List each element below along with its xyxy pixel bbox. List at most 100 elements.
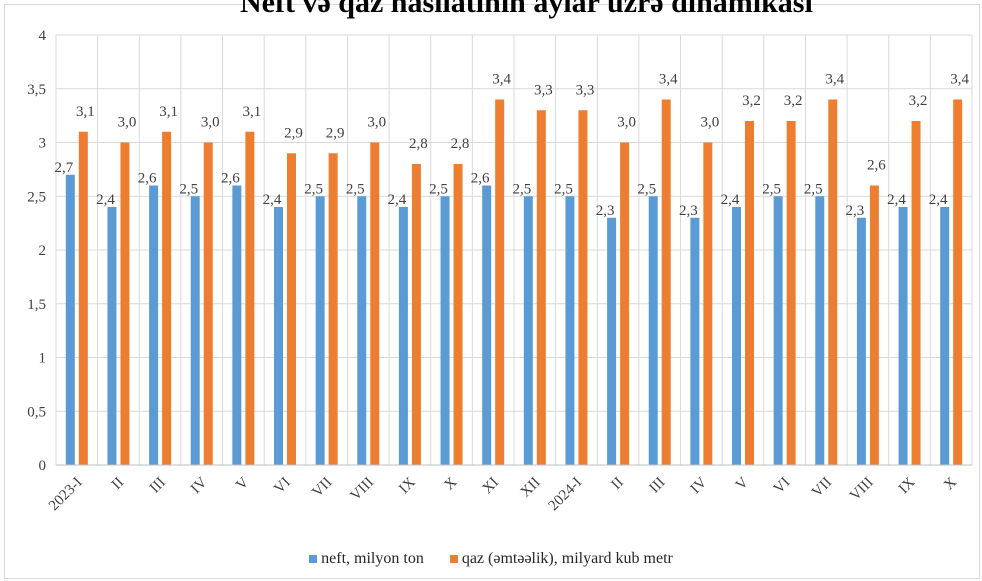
bar-neft (107, 207, 117, 465)
data-label-neft: 2,4 (263, 192, 282, 208)
x-tick-label: II (609, 475, 627, 493)
chart-title: Neft və qaz hasilatının aylar üzrə dinam… (240, 0, 813, 19)
data-label-qaz: 3,0 (118, 115, 137, 131)
data-label-qaz: 3,0 (617, 115, 636, 131)
y-tick-label: 1 (39, 351, 47, 367)
y-tick-label: 4 (39, 28, 47, 44)
data-label-qaz: 3,1 (76, 104, 95, 120)
x-tick-label: XII (518, 475, 544, 501)
x-tick-label: VIII (348, 475, 378, 505)
bar-qaz (370, 142, 380, 465)
data-label-qaz: 3,2 (742, 93, 761, 109)
legend-item-qaz: qaz (əmtəəlik), milyard kub metr (449, 550, 673, 568)
x-tick-label: IX (396, 474, 419, 497)
bar-neft (274, 207, 283, 465)
data-label-neft: 2,5 (346, 181, 365, 197)
y-tick-label: 1,5 (27, 297, 46, 313)
bar-qaz (828, 99, 838, 465)
legend-swatch-neft (309, 555, 318, 563)
data-label-qaz: 3,0 (700, 115, 719, 131)
data-label-neft: 2,6 (221, 171, 240, 187)
bar-qaz (661, 99, 671, 465)
data-label-qaz: 3,3 (576, 82, 595, 98)
bar-qaz (287, 153, 296, 465)
x-tick-label: X (941, 474, 960, 493)
data-label-neft: 2,3 (596, 203, 615, 219)
bar-qaz (411, 164, 421, 465)
data-label-neft: 2,7 (54, 160, 73, 176)
bar-neft (773, 196, 783, 465)
data-label-neft: 2,6 (471, 171, 490, 187)
data-label-neft: 2,4 (96, 192, 115, 208)
data-label-qaz: 2,8 (409, 136, 428, 152)
data-label-neft: 2,5 (762, 181, 781, 197)
bar-qaz (953, 99, 963, 465)
data-label-qaz: 3,4 (825, 72, 844, 88)
y-tick-label: 0 (39, 458, 47, 474)
data-label-neft: 2,4 (887, 192, 906, 208)
bar-qaz (620, 142, 630, 465)
x-tick-label: V (233, 474, 252, 493)
bar-neft (815, 196, 825, 465)
bar-qaz (495, 99, 505, 465)
data-label-qaz: 3,2 (784, 93, 803, 109)
data-label-qaz: 2,9 (284, 125, 303, 141)
bar-qaz (78, 131, 88, 465)
bar-neft (190, 196, 200, 465)
x-tick-label: V (733, 474, 752, 493)
bar-neft (232, 185, 242, 465)
x-tick-label: III (647, 475, 669, 497)
bar-qaz (703, 142, 713, 465)
bar-neft (149, 185, 159, 465)
x-tick-label: II (109, 475, 127, 493)
bar-neft (523, 196, 533, 465)
bar-qaz (328, 153, 338, 465)
x-tick-label: XI (480, 475, 503, 498)
data-label-qaz: 3,4 (492, 72, 511, 88)
y-tick-label: 3,5 (27, 82, 46, 98)
x-tick-label: IX (896, 474, 919, 497)
bar-neft (65, 174, 75, 465)
legend-item-neft: neft, milyon ton (309, 550, 424, 568)
bar-neft (482, 185, 492, 465)
bar-qaz (869, 185, 879, 465)
x-tick-label: 2024-I (546, 475, 586, 515)
bar-qaz (786, 121, 796, 465)
data-label-neft: 2,3 (679, 203, 698, 219)
data-label-qaz: 3,3 (534, 82, 553, 98)
data-label-qaz: 3,4 (659, 72, 678, 88)
legend-label-neft: neft, milyon ton (321, 550, 424, 567)
bar-neft (690, 217, 700, 465)
bar-neft (357, 196, 367, 465)
bar-qaz (578, 110, 588, 465)
y-tick-label: 3 (39, 136, 47, 152)
x-tick-label: IV (688, 474, 711, 497)
x-tick-label: VII (309, 475, 335, 501)
data-label-qaz: 3,0 (201, 115, 220, 131)
bar-neft (898, 207, 908, 465)
bar-neft (315, 196, 325, 465)
data-label-qaz: 3,1 (242, 104, 261, 120)
bar-neft (648, 196, 658, 465)
bar-qaz (453, 164, 463, 465)
data-label-qaz: 2,6 (867, 158, 886, 174)
data-label-neft: 2,4 (929, 192, 948, 208)
data-label-neft: 2,5 (804, 181, 823, 197)
bar-neft (856, 217, 866, 465)
data-label-neft: 2,3 (846, 203, 865, 219)
data-label-qaz: 3,1 (159, 104, 178, 120)
legend-swatch-qaz (449, 555, 458, 563)
data-label-neft: 2,5 (179, 181, 198, 197)
x-tick-label: X (441, 474, 460, 493)
bar-qaz (911, 121, 921, 465)
legend-label-qaz: qaz (əmtəəlik), milyard kub metr (461, 550, 673, 567)
bar-qaz (120, 142, 130, 465)
bar-neft (732, 207, 741, 465)
data-label-qaz: 2,9 (326, 125, 345, 141)
bar-qaz (245, 131, 255, 465)
y-tick-label: 0,5 (27, 404, 46, 420)
bar-qaz (745, 121, 754, 465)
data-label-neft: 2,6 (138, 171, 157, 187)
data-label-neft: 2,5 (554, 181, 573, 197)
